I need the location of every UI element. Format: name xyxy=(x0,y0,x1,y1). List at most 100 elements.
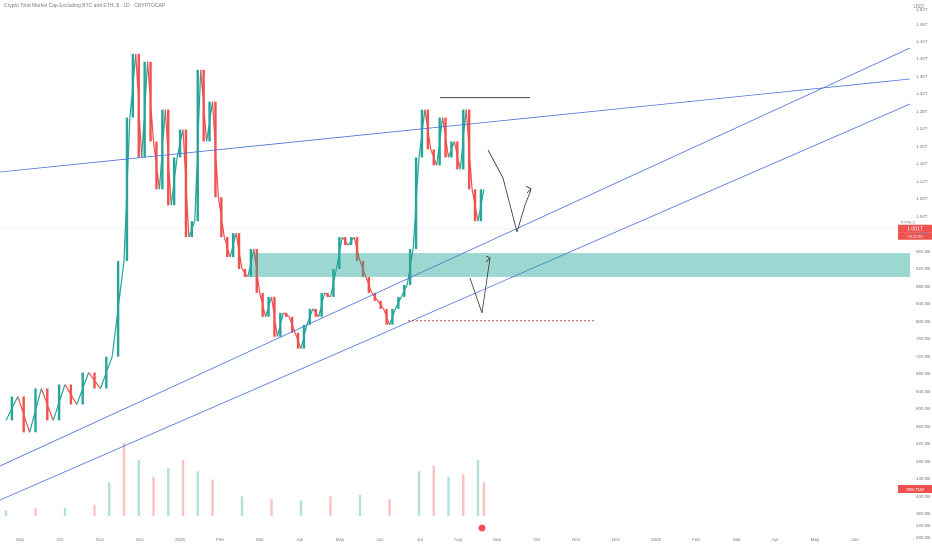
y-tick-label: 960.0B xyxy=(916,249,930,254)
x-tick-label: Nov xyxy=(572,537,581,542)
candle xyxy=(450,141,453,158)
x-tick-label: Feb xyxy=(216,537,224,542)
candle xyxy=(167,109,170,206)
x-tick-label: Sep xyxy=(493,537,502,542)
candle xyxy=(302,324,306,349)
candle xyxy=(178,129,182,158)
candle xyxy=(69,384,73,405)
y-tick-label: 1.08T xyxy=(916,196,928,201)
y-tick-label: 720.0B xyxy=(916,354,930,359)
projection-segment xyxy=(502,177,518,233)
candle xyxy=(226,237,229,258)
y-tick-label: 1.28T xyxy=(916,109,928,114)
x-tick-label: Nov xyxy=(96,537,105,542)
axis-layer: 1.52T 1.48T 1.44T 1.40T 1.36T 1.32T 1.28T 1.24T… xyxy=(16,7,930,542)
candle xyxy=(46,388,49,421)
candle xyxy=(34,388,37,433)
volume-bar xyxy=(417,471,421,516)
y-tick-label: 480.0B xyxy=(916,459,930,464)
x-tick-label: Jun xyxy=(851,537,859,542)
y-tick-label: 520.0B xyxy=(916,441,930,446)
candle xyxy=(93,372,96,389)
candle xyxy=(143,61,146,158)
y-tick-label: 1.36T xyxy=(916,74,928,79)
candle xyxy=(444,117,447,158)
y-tick-label: 320.0B xyxy=(916,523,930,528)
countdown-text: 03:11:52 xyxy=(907,234,923,239)
candle xyxy=(479,189,483,222)
x-tick-label: Jun xyxy=(376,537,384,542)
y-tick-label: 840.0B xyxy=(916,301,930,306)
candle xyxy=(172,157,176,206)
volume-bar xyxy=(63,507,67,516)
projection-arrowhead xyxy=(525,185,532,194)
y-tick-label: 1.32T xyxy=(916,91,928,96)
y-tick-label: 680.0B xyxy=(916,371,930,376)
volume-bar xyxy=(137,460,140,516)
candle xyxy=(391,308,394,325)
candle xyxy=(385,308,388,325)
candle xyxy=(249,249,253,277)
countdown-badge xyxy=(898,232,932,240)
trendline-middle xyxy=(0,47,911,467)
chart-title: Crypto Total Market Cap Excluding BTC an… xyxy=(4,3,166,9)
volume-bar xyxy=(152,476,155,516)
candle xyxy=(237,233,241,269)
x-tick-label: Mar xyxy=(256,537,264,542)
x-tick-label: Dec xyxy=(136,537,145,542)
candle xyxy=(349,237,353,246)
support-zone xyxy=(252,253,910,277)
x-tick-label: 2025 xyxy=(175,537,186,542)
projection-segment xyxy=(524,189,532,206)
last-price-label: TOTAL3 xyxy=(900,220,916,225)
x-tick-label: Apr xyxy=(296,537,304,542)
candle xyxy=(414,157,418,250)
projection-segment xyxy=(487,149,504,179)
candle xyxy=(408,249,412,285)
trendline-upper xyxy=(0,78,911,173)
candle xyxy=(184,129,188,238)
price-layer xyxy=(5,53,485,433)
projection-segment xyxy=(516,204,526,233)
y-tick-label: 1.12T xyxy=(916,179,928,184)
y-tick-label: 1.44T xyxy=(916,39,928,44)
candle xyxy=(243,268,247,277)
x-tick-label: Oct xyxy=(56,537,64,542)
volume-bar xyxy=(4,510,8,516)
candle xyxy=(267,296,270,317)
candle xyxy=(373,292,376,301)
candle xyxy=(438,117,441,166)
volume-bar xyxy=(196,471,199,516)
volume-bar xyxy=(329,496,332,516)
projection-arrowhead xyxy=(485,255,491,263)
candle xyxy=(116,261,120,357)
volume-bar xyxy=(108,482,111,516)
x-tick-label: May xyxy=(336,537,345,542)
candle xyxy=(10,396,14,421)
candle xyxy=(261,292,264,317)
candle xyxy=(161,109,164,190)
candle xyxy=(426,109,430,150)
y-tick-label: 1.40T xyxy=(916,56,928,61)
currency-label: USD xyxy=(913,4,924,10)
volume-bar xyxy=(167,468,170,516)
x-tick-label: 2026 xyxy=(651,537,662,542)
candle xyxy=(314,308,317,317)
y-tick-label: 1.52T xyxy=(916,7,928,12)
candle xyxy=(105,356,108,389)
candle xyxy=(432,149,435,166)
annotation-layer: 1.001T TOTAL3 03:11:52 305.71M xyxy=(0,47,932,532)
trendline-lower xyxy=(0,103,911,501)
candle xyxy=(125,117,129,262)
candle xyxy=(332,268,335,297)
candle xyxy=(420,109,424,158)
candle xyxy=(81,372,84,405)
candle xyxy=(131,53,135,118)
y-tick-label: 920.0B xyxy=(916,266,930,271)
last-price-badge xyxy=(898,224,932,233)
y-tick-label: 1.00T xyxy=(916,231,928,236)
candle xyxy=(379,300,382,309)
volume-badge-text: 305.71M xyxy=(906,487,924,492)
event-marker xyxy=(478,524,486,532)
